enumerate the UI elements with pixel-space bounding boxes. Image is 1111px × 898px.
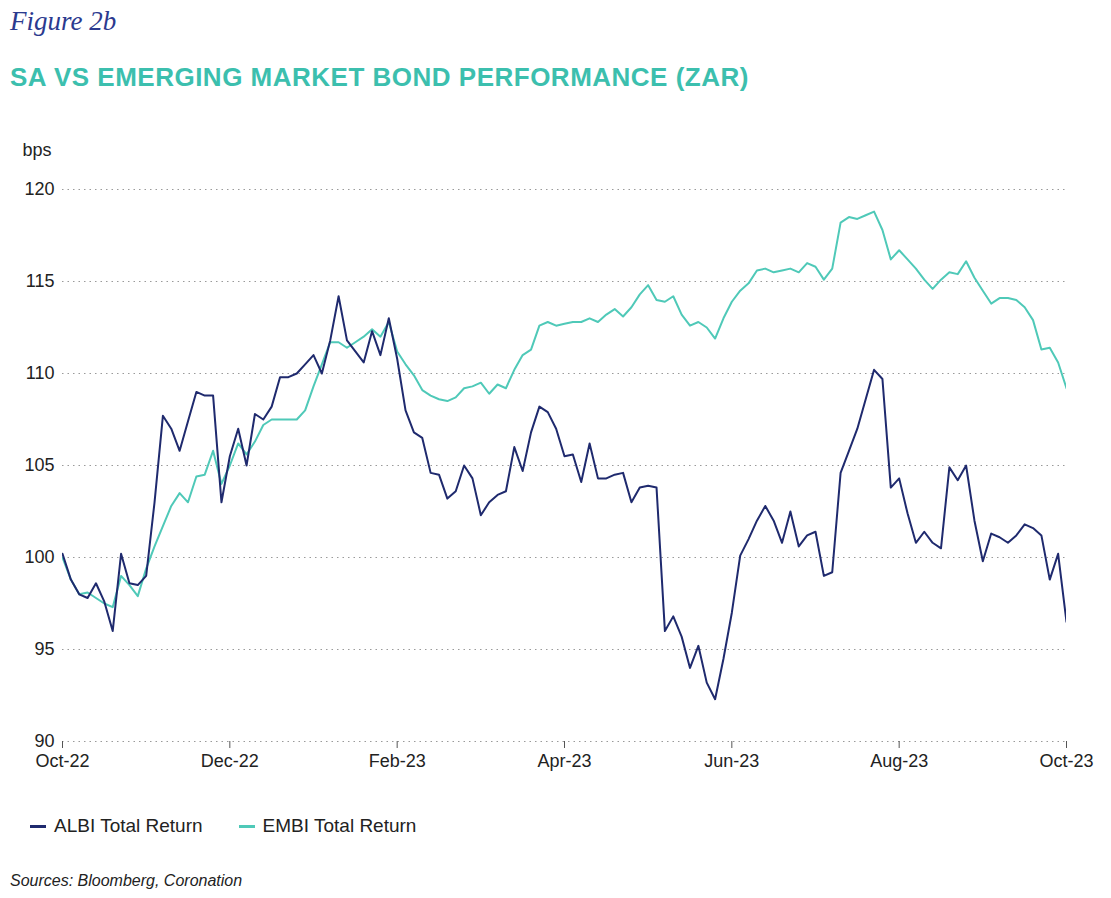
html-text:SA VS EMERGING MARKET BOND PER: SA VS EMERGING MARKET BOND PERFORMANCE (… [10, 62, 749, 92]
svg-text:Jun-23: Jun-23 [704, 751, 759, 771]
svg-text:120: 120 [24, 179, 54, 199]
svg-text:95: 95 [34, 639, 54, 659]
svg-text:Apr-23: Apr-23 [537, 751, 591, 771]
html-text:Sources: Bloomberg, Coronation: Sources: Bloomberg, Coronation [10, 872, 243, 889]
html-text:ALBI Total Return: ALBI Total Return [54, 815, 203, 836]
svg-text:110: 110 [26, 363, 55, 383]
svg-text:Aug-23: Aug-23 [870, 751, 928, 771]
svg-text:Oct-22: Oct-22 [35, 751, 89, 771]
svg-text:100: 100 [24, 547, 54, 567]
html-text:Figure 2b: Figure 2b [10, 6, 117, 36]
svg-text:bps: bps [23, 140, 52, 160]
svg-text:Feb-23: Feb-23 [369, 751, 426, 771]
html-text:EMBI Total Return: EMBI Total Return [262, 815, 417, 836]
svg-text:Oct-23: Oct-23 [1039, 751, 1093, 771]
svg-text:115: 115 [26, 271, 55, 291]
svg-text:105: 105 [24, 455, 54, 475]
svg-text:90: 90 [34, 731, 54, 751]
svg-text:Dec-22: Dec-22 [201, 751, 259, 771]
